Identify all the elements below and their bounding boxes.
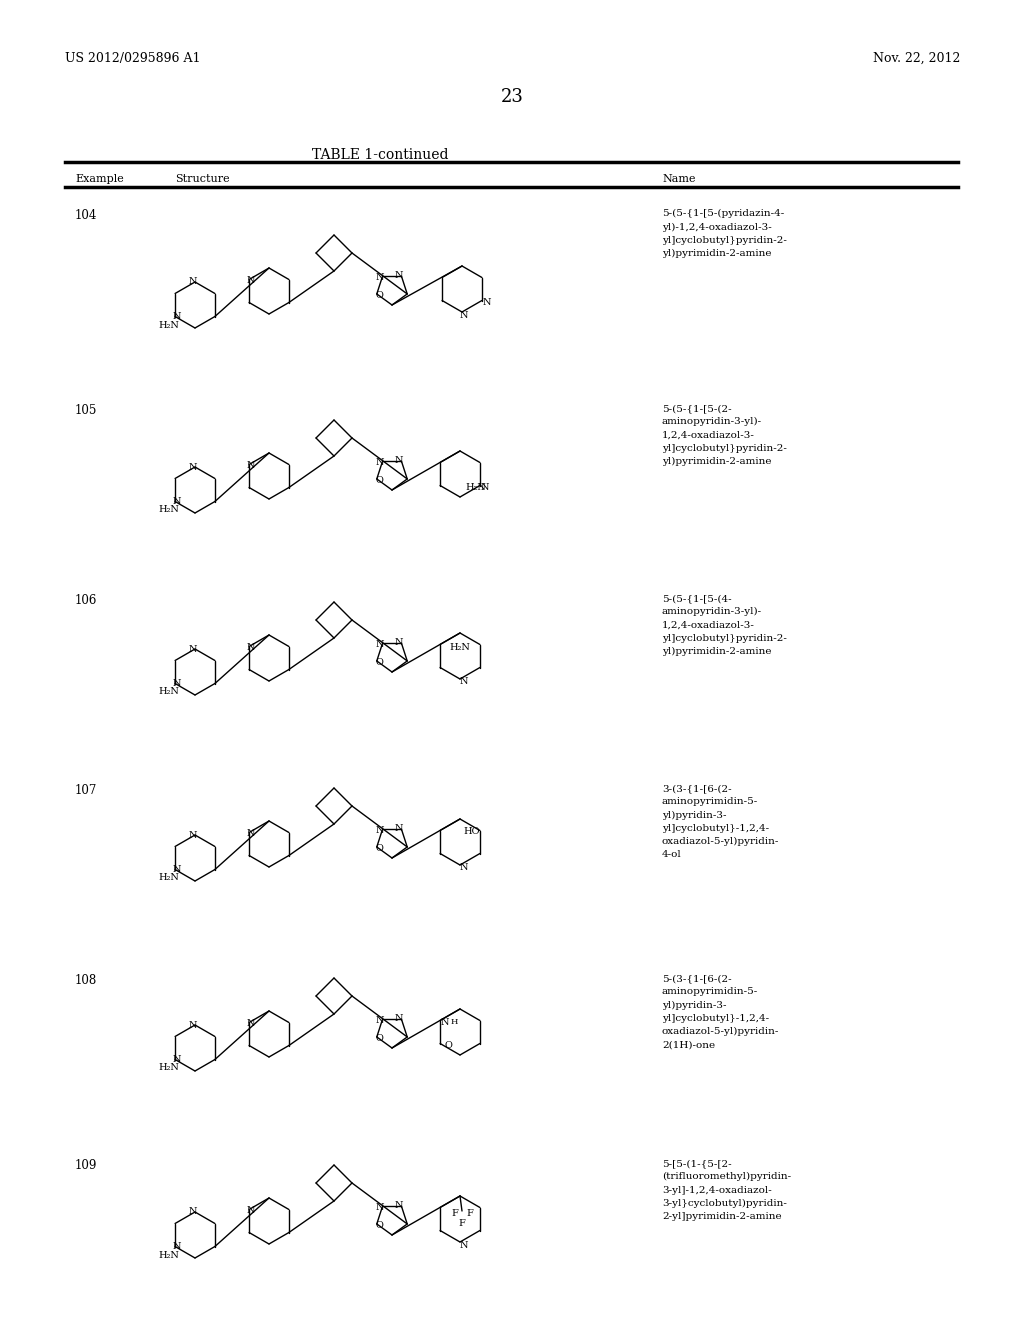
Text: N: N: [173, 498, 181, 506]
Text: 5-(5-{1-[5-(4-
aminopyridin-3-yl)-
1,2,4-oxadiazol-3-
yl]cyclobutyl}pyridin-2-
y: 5-(5-{1-[5-(4- aminopyridin-3-yl)- 1,2,4…: [662, 594, 786, 656]
Text: N: N: [376, 272, 384, 281]
Text: N: N: [173, 312, 181, 321]
Text: N: N: [376, 1015, 384, 1024]
Text: N: N: [394, 1201, 402, 1209]
Text: N: N: [188, 462, 198, 471]
Text: N: N: [173, 1242, 181, 1251]
Text: O: O: [376, 1221, 384, 1230]
Text: N: N: [173, 865, 181, 874]
Text: N: N: [394, 271, 402, 280]
Text: N: N: [247, 1019, 255, 1028]
Text: N: N: [440, 1018, 450, 1027]
Text: N: N: [482, 298, 492, 308]
Text: 105: 105: [75, 404, 97, 417]
Text: 108: 108: [75, 974, 97, 987]
Text: N: N: [394, 1014, 402, 1023]
Text: H₂N: H₂N: [158, 321, 179, 330]
Text: 5-(5-{1-[5-(pyridazin-4-
yl)-1,2,4-oxadiazol-3-
yl]cyclobutyl}pyridin-2-
yl)pyri: 5-(5-{1-[5-(pyridazin-4- yl)-1,2,4-oxadi…: [662, 209, 786, 259]
Text: H₂N: H₂N: [158, 1250, 179, 1259]
Text: N: N: [188, 830, 198, 840]
Text: N: N: [460, 863, 468, 873]
Text: H₂N: H₂N: [158, 506, 179, 515]
Text: N: N: [394, 638, 402, 647]
Text: H₂N: H₂N: [158, 874, 179, 883]
Text: 5-[5-(1-{5-[2-
(trifluoromethyl)pyridin-
3-yl]-1,2,4-oxadiazol-
3-yl}cyclobutyl): 5-[5-(1-{5-[2- (trifluoromethyl)pyridin-…: [662, 1159, 792, 1221]
Text: N: N: [460, 310, 468, 319]
Text: N: N: [460, 1241, 468, 1250]
Text: N: N: [188, 1208, 198, 1217]
Text: N: N: [188, 1020, 198, 1030]
Text: N: N: [173, 678, 181, 688]
Text: N: N: [247, 829, 255, 838]
Text: N: N: [188, 277, 198, 286]
Text: N: N: [480, 483, 489, 492]
Text: N: N: [173, 1055, 181, 1064]
Text: HO: HO: [463, 826, 479, 836]
Text: N: N: [376, 458, 384, 466]
Text: N: N: [394, 824, 402, 833]
Text: N: N: [376, 1203, 384, 1212]
Text: 23: 23: [501, 88, 523, 106]
Text: 3-(3-{1-[6-(2-
aminopyrimidin-5-
yl)pyridin-3-
yl]cyclobutyl}-1,2,4-
oxadiazol-5: 3-(3-{1-[6-(2- aminopyrimidin-5- yl)pyri…: [662, 784, 779, 859]
Text: H: H: [451, 1019, 458, 1027]
Text: N: N: [376, 825, 384, 834]
Text: N: N: [247, 1206, 255, 1214]
Text: H₂N: H₂N: [450, 643, 470, 652]
Text: Name: Name: [662, 174, 695, 183]
Text: 5-(3-{1-[6-(2-
aminopyrimidin-5-
yl)pyridin-3-
yl]cyclobutyl}-1,2,4-
oxadiazol-5: 5-(3-{1-[6-(2- aminopyrimidin-5- yl)pyri…: [662, 974, 779, 1049]
Text: H₂N: H₂N: [465, 483, 485, 491]
Text: Example: Example: [75, 174, 124, 183]
Text: Nov. 22, 2012: Nov. 22, 2012: [872, 51, 961, 65]
Text: O: O: [376, 1035, 384, 1043]
Text: O: O: [376, 292, 384, 301]
Text: O: O: [376, 845, 384, 854]
Text: O: O: [376, 659, 384, 668]
Text: 5-(5-{1-[5-(2-
aminopyridin-3-yl)-
1,2,4-oxadiazol-3-
yl]cyclobutyl}pyridin-2-
y: 5-(5-{1-[5-(2- aminopyridin-3-yl)- 1,2,4…: [662, 404, 786, 466]
Text: 104: 104: [75, 209, 97, 222]
Text: O: O: [376, 477, 384, 486]
Text: H₂N: H₂N: [158, 688, 179, 697]
Text: N: N: [376, 640, 384, 648]
Text: N: N: [247, 276, 255, 285]
Text: 109: 109: [75, 1159, 97, 1172]
Text: TABLE 1-continued: TABLE 1-continued: [311, 148, 449, 162]
Text: Structure: Structure: [175, 174, 229, 183]
Text: F: F: [452, 1209, 459, 1218]
Text: N: N: [247, 461, 255, 470]
Text: N: N: [188, 644, 198, 653]
Text: 107: 107: [75, 784, 97, 797]
Text: 106: 106: [75, 594, 97, 607]
Text: F: F: [459, 1220, 466, 1229]
Text: H₂N: H₂N: [158, 1064, 179, 1072]
Text: N: N: [460, 677, 468, 686]
Text: US 2012/0295896 A1: US 2012/0295896 A1: [65, 51, 201, 65]
Text: N: N: [247, 643, 255, 652]
Text: F: F: [467, 1209, 473, 1218]
Text: O: O: [444, 1041, 452, 1049]
Text: N: N: [394, 455, 402, 465]
